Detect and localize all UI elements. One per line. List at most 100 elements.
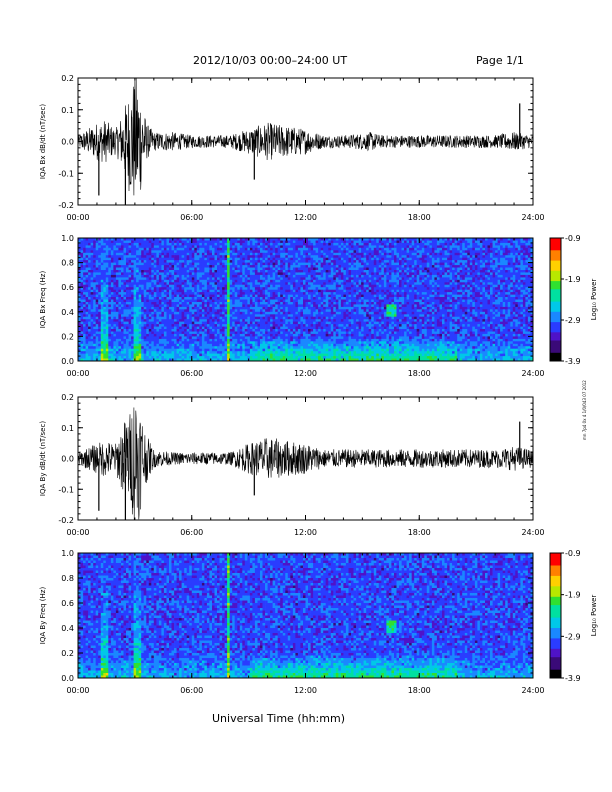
heat-cell — [300, 274, 304, 278]
heat-cell — [126, 341, 129, 345]
heat-cell — [222, 336, 225, 340]
heat-cell — [297, 319, 301, 323]
heat-cell — [169, 238, 172, 241]
heat-cell — [78, 289, 81, 293]
heat-cell — [141, 341, 145, 345]
heat-cell — [128, 351, 132, 355]
heat-cell — [232, 348, 236, 352]
heat-cell — [126, 326, 129, 330]
heat-cell — [78, 282, 81, 286]
heat-cell — [115, 346, 119, 350]
heat-cell — [320, 274, 324, 278]
heat-cell — [88, 287, 91, 291]
heat-cell — [93, 319, 97, 323]
heat-cell — [176, 302, 180, 305]
heat-cell — [146, 257, 150, 261]
heat-cell — [176, 326, 180, 330]
heat-cell — [90, 302, 94, 305]
heat-cell — [123, 299, 127, 303]
heat-cell — [158, 306, 162, 310]
heat-cell — [252, 333, 256, 337]
heat-cell — [143, 272, 147, 276]
heat-cell — [110, 274, 114, 278]
heat-cell — [115, 247, 119, 251]
heat-cell — [217, 326, 220, 330]
heat-cell — [308, 329, 311, 332]
heat-cell — [105, 274, 109, 278]
heat-cell — [115, 284, 119, 288]
heat-cell — [260, 292, 263, 295]
heat-cell — [320, 353, 324, 357]
heat-cell — [80, 341, 84, 345]
heat-cell — [305, 324, 309, 327]
heat-cell — [292, 321, 296, 325]
heat-cell — [105, 304, 109, 308]
heat-cell — [277, 270, 281, 273]
heat-cell — [295, 324, 299, 327]
heat-cell — [179, 338, 182, 342]
heat-cell — [194, 282, 198, 286]
heat-cell — [310, 336, 314, 340]
heat-cell — [229, 343, 233, 347]
heat-cell — [234, 294, 238, 298]
heat-cell — [214, 336, 218, 340]
heat-cell — [153, 242, 157, 246]
heat-cell — [166, 346, 170, 350]
heat-cell — [315, 356, 319, 359]
heat-cell — [128, 331, 132, 335]
heat-cell — [90, 333, 94, 337]
heat-cell — [308, 356, 311, 359]
heat-cell — [148, 274, 152, 278]
heat-cell — [105, 341, 109, 345]
heat-cell — [320, 294, 324, 298]
heat-cell — [297, 356, 301, 359]
heat-cell — [209, 319, 213, 323]
heat-cell — [262, 341, 266, 345]
heat-cell — [201, 338, 205, 342]
heat-cell — [249, 343, 253, 347]
heat-cell — [128, 277, 132, 281]
heat-cell — [214, 319, 218, 323]
heat-cell — [141, 311, 145, 315]
heat-cell — [85, 316, 89, 320]
heat-cell — [141, 284, 145, 288]
heat-cell — [169, 319, 172, 323]
heat-cell — [290, 292, 294, 295]
heat-cell — [151, 338, 155, 342]
heat-cell — [181, 321, 185, 325]
heat-cell — [78, 287, 81, 291]
heat-cell — [277, 245, 281, 249]
heat-cell — [217, 304, 220, 308]
heat-cell — [282, 287, 286, 291]
heat-cell — [93, 284, 97, 288]
heat-cell — [272, 252, 276, 256]
heat-cell — [136, 338, 139, 342]
heat-cell — [222, 348, 225, 352]
heat-cell — [265, 351, 268, 355]
heat-cell — [113, 238, 117, 241]
heat-cell — [247, 343, 251, 347]
heat-cell — [214, 277, 218, 281]
heat-cell — [90, 287, 94, 291]
heat-cell — [191, 282, 195, 286]
heat-cell — [244, 333, 248, 337]
heat-cell — [123, 257, 127, 261]
heat-cell — [295, 338, 299, 342]
heat-cell — [262, 343, 266, 347]
heat-cell — [199, 331, 203, 335]
heat-cell — [95, 319, 99, 323]
heat-cell — [254, 331, 258, 335]
heat-cell — [103, 336, 107, 340]
heat-cell — [138, 314, 142, 318]
heat-cell — [242, 294, 246, 298]
heat-cell — [80, 270, 84, 273]
heat-cell — [146, 250, 150, 254]
heat-cell — [148, 257, 152, 261]
heat-cell — [108, 346, 112, 350]
heat-cell — [138, 257, 142, 261]
heat-cell — [121, 252, 124, 256]
heat-cell — [229, 240, 233, 244]
heat-cell — [287, 282, 291, 286]
heat-cell — [260, 321, 263, 325]
heat-cell — [270, 319, 273, 323]
